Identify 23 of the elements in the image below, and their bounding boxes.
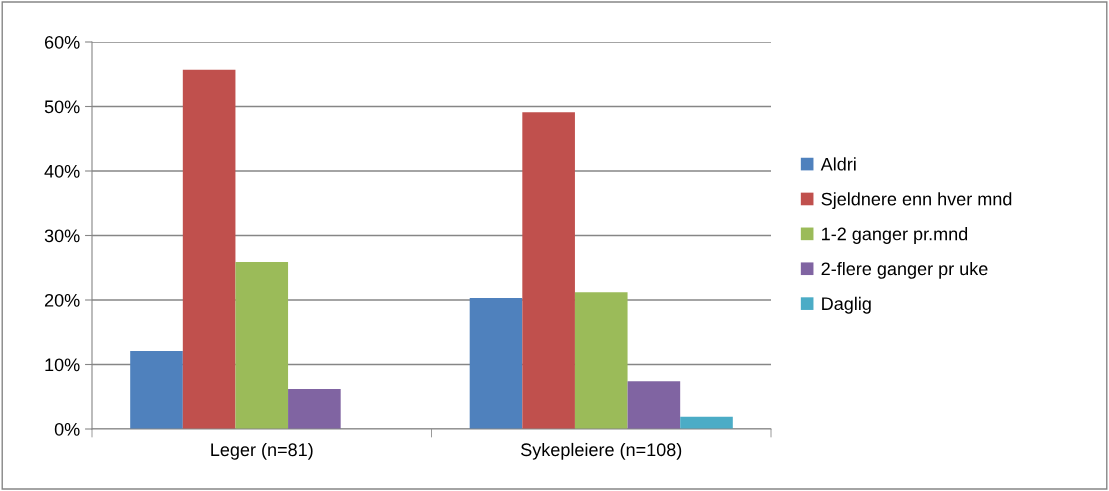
y-tick-label: 40% bbox=[44, 164, 80, 178]
y-tick-label: 20% bbox=[44, 293, 80, 307]
legend-label: Sjeldnere enn hver mnd bbox=[821, 192, 1012, 210]
x-tick-label: Sykepleiere (n=108) bbox=[521, 442, 682, 460]
y-tick-label: 30% bbox=[44, 229, 80, 243]
bar bbox=[469, 298, 523, 429]
legend-label: Aldri bbox=[820, 157, 856, 171]
x-tick-label: Leger (n=81) bbox=[211, 442, 313, 460]
y-tick-label: 10% bbox=[45, 358, 80, 372]
bar bbox=[182, 69, 236, 429]
legend-label: 1-2 ganger pr.mnd bbox=[822, 227, 968, 244]
bar bbox=[235, 261, 289, 429]
bar bbox=[574, 292, 628, 429]
bar bbox=[522, 112, 575, 429]
bar bbox=[680, 416, 733, 429]
y-tick-label: 50% bbox=[44, 100, 80, 114]
bar bbox=[627, 381, 681, 429]
legend-label: 2-flere ganger pr uke bbox=[821, 261, 988, 279]
bar bbox=[130, 350, 183, 429]
y-tick-label: 60% bbox=[44, 35, 80, 49]
bar bbox=[288, 389, 341, 429]
y-tick-label: 0% bbox=[54, 422, 80, 436]
legend-label: Daglig bbox=[822, 296, 871, 314]
